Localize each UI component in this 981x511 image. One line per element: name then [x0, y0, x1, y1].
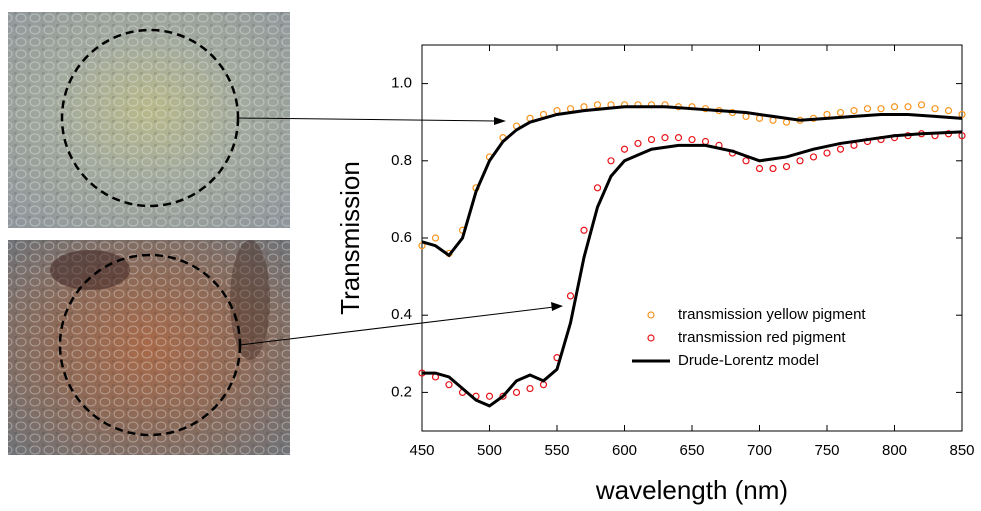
data-point — [499, 392, 507, 400]
data-point — [890, 103, 899, 111]
data-point — [566, 292, 575, 300]
y-axis-label: Transmission — [335, 161, 365, 315]
data-point — [917, 101, 926, 109]
data-point — [647, 135, 656, 144]
data-point — [755, 164, 764, 173]
data-point — [539, 381, 548, 389]
data-point — [836, 145, 845, 153]
x-tick-label: 550 — [544, 442, 569, 459]
data-point — [593, 184, 602, 192]
y-tick-label: 0.2 — [391, 383, 412, 400]
legend-swatch — [647, 311, 655, 319]
y-tick-label: 0.4 — [391, 306, 412, 323]
legend-label: transmission yellow pigment — [678, 306, 866, 323]
x-tick-label: 600 — [612, 442, 637, 459]
data-point — [850, 107, 858, 115]
legend-swatch — [647, 334, 655, 342]
data-point — [580, 103, 588, 111]
x-tick-label: 450 — [409, 442, 434, 459]
photo-red — [8, 240, 290, 455]
x-tick-label: 500 — [477, 442, 502, 459]
data-point — [580, 226, 588, 234]
data-point — [944, 107, 953, 115]
data-point — [742, 157, 750, 165]
data-point — [593, 101, 602, 109]
y-tick-label: 1.0 — [391, 75, 412, 92]
x-tick-label: 800 — [882, 442, 907, 459]
y-tick-label: 0.8 — [391, 152, 412, 169]
data-point — [526, 384, 534, 393]
photo-yellow — [8, 12, 290, 228]
data-point — [445, 381, 453, 389]
data-point — [688, 135, 696, 144]
x-tick-label: 750 — [814, 442, 839, 459]
data-point — [701, 137, 710, 146]
data-point — [796, 157, 804, 165]
data-point — [823, 149, 831, 157]
data-point — [863, 105, 872, 113]
model-line — [421, 105, 963, 258]
data-point — [782, 162, 791, 171]
legend-label: Drude-Lorentz model — [678, 352, 819, 369]
x-tick-label: 650 — [679, 442, 704, 459]
x-axis-label: wavelength (nm) — [595, 475, 788, 505]
data-point — [512, 388, 521, 396]
model-line — [422, 130, 963, 408]
plot-frame — [421, 44, 963, 432]
arrows — [237, 117, 563, 346]
data-point — [674, 134, 683, 142]
data-point — [769, 164, 777, 173]
data-point — [620, 145, 629, 153]
data-point — [823, 110, 831, 119]
data-point — [904, 103, 912, 111]
data-point — [485, 392, 494, 400]
data-point — [661, 134, 669, 142]
y-tick-label: 0.6 — [391, 229, 412, 246]
data-point — [809, 153, 818, 161]
data-point — [634, 139, 642, 148]
x-tick-label: 700 — [747, 442, 772, 459]
legend-label: transmission red pigment — [678, 329, 846, 346]
data-point — [836, 108, 845, 117]
data-point — [607, 157, 615, 165]
data-point — [877, 105, 885, 113]
x-tick-label: 850 — [949, 442, 974, 459]
data-point — [931, 105, 939, 113]
data-point — [431, 234, 440, 242]
